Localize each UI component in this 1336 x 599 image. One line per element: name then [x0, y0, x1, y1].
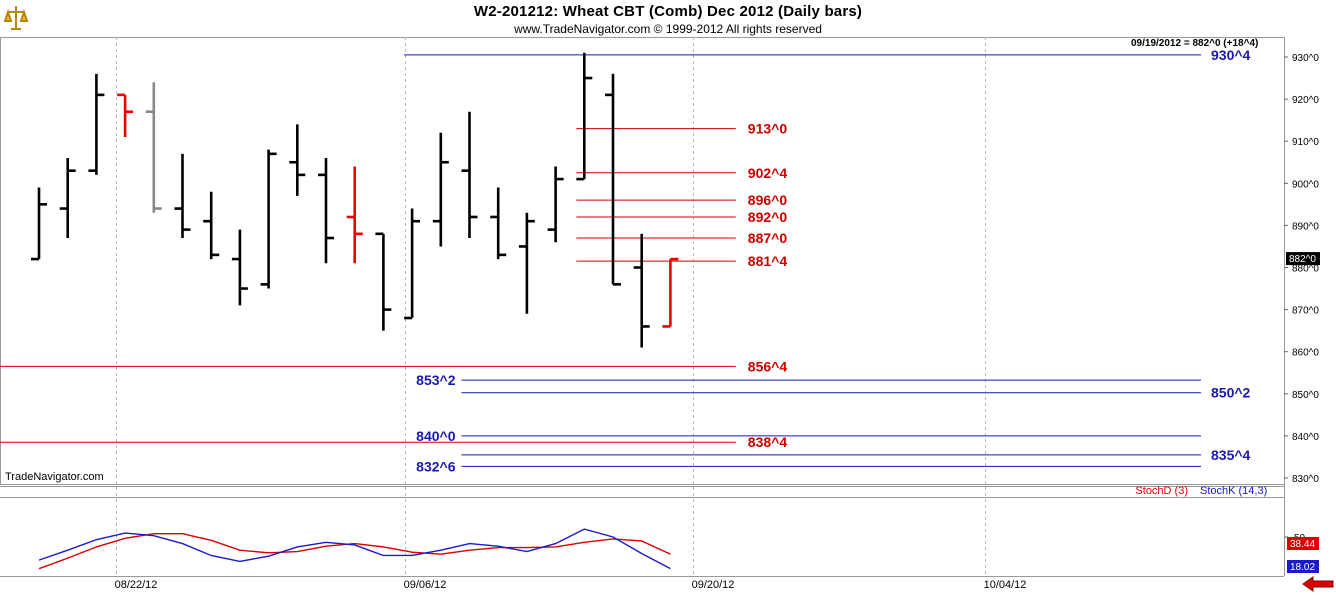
price-level-label: 853^2 [416, 372, 456, 388]
price-level-label: 887^0 [748, 230, 788, 246]
trade-navigator-logo-icon[interactable] [3, 3, 29, 33]
price-level-label: 896^0 [748, 192, 788, 208]
price-readout: 09/19/2012 = 882^0 (+18^4) [1131, 38, 1259, 49]
price-level-label: 835^4 [1211, 447, 1251, 463]
price-tick-label: 880^0 [1292, 264, 1319, 275]
grid-lines [0, 37, 1285, 577]
stoch-k-value-box [1287, 560, 1319, 573]
stoch-line [38, 533, 671, 570]
price-level-label: 881^4 [748, 253, 788, 269]
ohlc-bars [31, 52, 679, 348]
price-tick-label: 840^0 [1292, 432, 1319, 443]
date-tick-label: 09/06/12 [404, 579, 447, 591]
price-tick-label: 870^0 [1292, 306, 1319, 317]
scroll-left-arrow-icon[interactable] [1300, 574, 1336, 594]
copyright-notice: www.TradeNavigator.com © 1999-2012 All r… [514, 22, 822, 36]
price-tick-label: 850^0 [1292, 390, 1319, 401]
price-level-label: 930^4 [1211, 47, 1251, 63]
price-tick-label: 900^0 [1292, 179, 1319, 190]
price-tick-label: 920^0 [1292, 95, 1319, 106]
price-tick-label: 910^0 [1292, 137, 1319, 148]
watermark: TradeNavigator.com [5, 471, 104, 483]
stoch-k-value: 18.02 [1290, 562, 1315, 573]
date-tick-label: 09/20/12 [692, 579, 735, 591]
stoch-line [38, 528, 671, 570]
price-tick-label: 930^0 [1292, 53, 1319, 64]
price-tick-label: 830^0 [1292, 474, 1319, 485]
date-axis: 08/22/12 09/06/12 09/20/12 10/04/12 [115, 579, 1027, 591]
price-level-label: 832^6 [416, 458, 456, 474]
price-level-label: 838^4 [748, 434, 788, 450]
stoch-legend-d: StochD (3) [1135, 485, 1188, 497]
price-tick-label: 890^0 [1292, 221, 1319, 232]
price-level-label: 892^0 [748, 209, 788, 225]
chart-title: W2-201212: Wheat CBT (Comb) Dec 2012 (Da… [473, 3, 863, 20]
stoch-d-value: 38.44 [1290, 539, 1315, 550]
price-level-label: 902^4 [748, 165, 788, 181]
price-level-label: 840^0 [416, 428, 456, 444]
price-level-label: 850^2 [1211, 385, 1251, 401]
last-price-box [1286, 252, 1320, 266]
date-tick-label: 10/04/12 [984, 579, 1027, 591]
price-axis: 930^0 920^0 910^0 900^0 890^0 880^0 870^0 860^0… [1284, 53, 1320, 485]
stoch-d-value-box [1287, 537, 1319, 550]
price-level-label: 913^0 [748, 121, 788, 137]
price-level-label: 856^4 [748, 358, 788, 374]
stoch-legend-k: StochK (14,3) [1200, 485, 1267, 497]
date-tick-label: 08/22/12 [115, 579, 158, 591]
last-price-label: 882^0 [1289, 254, 1316, 265]
price-tick-label: 860^0 [1292, 348, 1319, 359]
